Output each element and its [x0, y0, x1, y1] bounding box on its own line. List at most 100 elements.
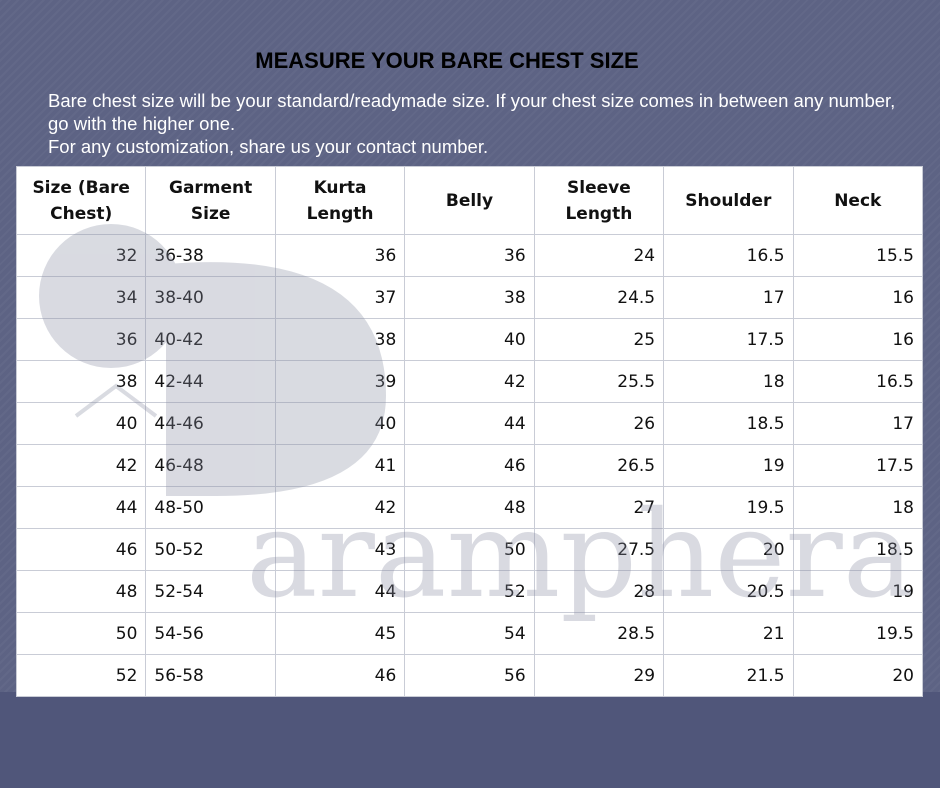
table-row: 36 40-42 38 40 25 17.5 16 [15, 318, 924, 361]
table-cell: 44 [274, 570, 406, 613]
table-cell: 42-44 [145, 360, 276, 403]
table-cell: 17 [792, 402, 924, 445]
table-cell: 24 [533, 234, 665, 277]
table-cell: 20 [792, 654, 924, 697]
column-header: Neck [792, 166, 924, 235]
table-cell: 46 [274, 654, 406, 697]
intro: Bare chest size will be your standard/re… [48, 89, 908, 158]
table-cell: 43 [274, 528, 406, 571]
table-cell: 41 [274, 444, 406, 487]
header-row: Size (Bare Chest) Garment Size Kurta Lengt… [15, 166, 924, 235]
table-cell: 52 [15, 654, 147, 697]
table-cell: 27 [533, 486, 665, 529]
table-cell: 38-40 [145, 276, 276, 319]
table-cell: 17.5 [792, 444, 924, 487]
table-cell: 20.5 [663, 570, 794, 613]
intro-line: Bare chest size will be your standard/re… [48, 90, 896, 134]
table-row: 40 44-46 40 44 26 18.5 17 [15, 402, 924, 445]
table-cell: 54 [404, 612, 535, 655]
size-table: Size (Bare Chest) Garment Size Kurta Lengt… [15, 166, 924, 697]
table-cell: 20 [663, 528, 794, 571]
table-cell: 16 [792, 318, 924, 361]
table-cell: 36-38 [145, 234, 276, 277]
table-row: 44 48-50 42 48 27 19.5 18 [15, 486, 924, 529]
table-cell: 48-50 [145, 486, 276, 529]
table-cell: 29 [533, 654, 665, 697]
table-cell: 42 [274, 486, 406, 529]
table-cell: 26.5 [533, 444, 665, 487]
title: MEASURE YOUR BARE CHEST SIZE [255, 48, 639, 73]
table-cell: 48 [15, 570, 147, 613]
table-cell: 42 [404, 360, 535, 403]
table-cell: 40 [274, 402, 406, 445]
table-cell: 52 [404, 570, 535, 613]
table-cell: 38 [15, 360, 147, 403]
table-cell: 40 [15, 402, 147, 445]
table-body: 32 36-38 36 36 24 16.5 15.5 34 38-40 37 38 24.5 17 16… [15, 234, 924, 697]
table-cell: 24.5 [533, 276, 665, 319]
table-row: 34 38-40 37 38 24.5 17 16 [15, 276, 924, 319]
table-cell: 44 [404, 402, 535, 445]
table-cell: 46 [404, 444, 535, 487]
table-cell: 37 [274, 276, 406, 319]
table-cell: 56-58 [145, 654, 276, 697]
table-cell: 15.5 [792, 234, 924, 277]
column-header: Belly [404, 166, 535, 235]
table-cell: 52-54 [145, 570, 276, 613]
table-cell: 36 [15, 318, 147, 361]
table-cell: 21 [663, 612, 794, 655]
table-cell: 17 [663, 276, 794, 319]
table-cell: 25.5 [533, 360, 665, 403]
table-cell: 18 [663, 360, 794, 403]
table-cell: 56 [404, 654, 535, 697]
column-header: Kurta Length [274, 166, 406, 235]
table-row: 48 52-54 44 52 28 20.5 19 [15, 570, 924, 613]
intro-line: For any customization, share us your con… [48, 136, 489, 157]
table-cell: 18 [792, 486, 924, 529]
table-cell: 19 [792, 570, 924, 613]
table-row: 32 36-38 36 36 24 16.5 15.5 [15, 234, 924, 277]
table-cell: 17.5 [663, 318, 794, 361]
table-cell: 54-56 [145, 612, 276, 655]
column-header: Sleeve Length [533, 166, 665, 235]
table-cell: 27.5 [533, 528, 665, 571]
table-cell: 19.5 [663, 486, 794, 529]
table-cell: 44 [15, 486, 147, 529]
column-header: Size (Bare Chest) [15, 166, 147, 235]
table-row: 50 54-56 45 54 28.5 21 19.5 [15, 612, 924, 655]
table-cell: 44-46 [145, 402, 276, 445]
table-cell: 50 [404, 528, 535, 571]
table-cell: 42 [15, 444, 147, 487]
column-header: Garment Size [145, 166, 276, 235]
table-cell: 40-42 [145, 318, 276, 361]
size-chart: Size (Bare Chest) Garment Size Kurta Lengt… [15, 166, 924, 697]
table-cell: 18.5 [663, 402, 794, 445]
table-cell: 50-52 [145, 528, 276, 571]
table-cell: 19.5 [792, 612, 924, 655]
floor [0, 692, 940, 788]
table-row: 38 42-44 39 42 25.5 18 16.5 [15, 360, 924, 403]
table-cell: 36 [404, 234, 535, 277]
table-cell: 16 [792, 276, 924, 319]
table-cell: 46-48 [145, 444, 276, 487]
table-cell: 18.5 [792, 528, 924, 571]
table-cell: 38 [274, 318, 406, 361]
table-cell: 28 [533, 570, 665, 613]
table-cell: 26 [533, 402, 665, 445]
table-cell: 39 [274, 360, 406, 403]
table-cell: 16.5 [663, 234, 794, 277]
table-cell: 50 [15, 612, 147, 655]
table-cell: 45 [274, 612, 406, 655]
table-cell: 48 [404, 486, 535, 529]
table-cell: 36 [274, 234, 406, 277]
table-cell: 32 [15, 234, 147, 277]
column-header: Shoulder [663, 166, 794, 235]
table-cell: 28.5 [533, 612, 665, 655]
table-cell: 21.5 [663, 654, 794, 697]
table-cell: 25 [533, 318, 665, 361]
table-cell: 40 [404, 318, 535, 361]
table-cell: 19 [663, 444, 794, 487]
table-cell: 38 [404, 276, 535, 319]
table-row: 46 50-52 43 50 27.5 20 18.5 [15, 528, 924, 571]
